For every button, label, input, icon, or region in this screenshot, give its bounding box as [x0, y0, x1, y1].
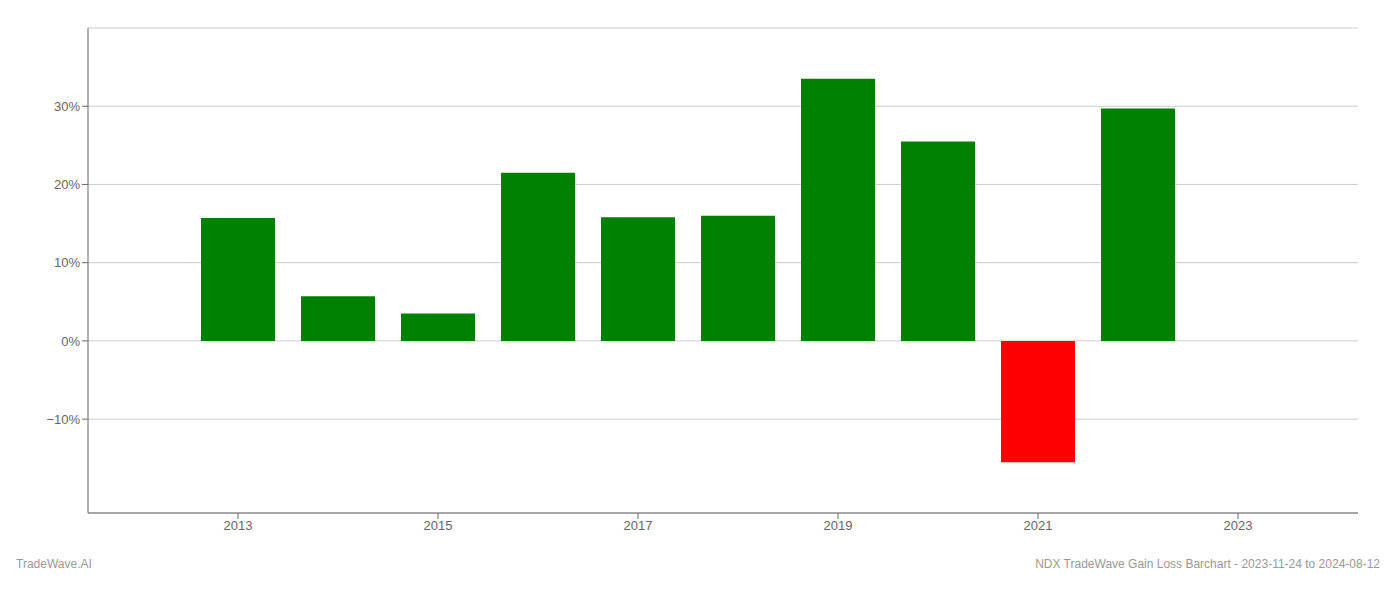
html-text:NDX TradeWave Gain Loss Barcha: NDX TradeWave Gain Loss Barchart - 2023-… — [1035, 557, 1380, 571]
svg-text:30%: 30% — [54, 99, 80, 114]
html-text:TradeWave.AI: TradeWave.AI — [16, 557, 92, 571]
svg-text:2013: 2013 — [224, 518, 253, 533]
svg-text:2017: 2017 — [624, 518, 653, 533]
svg-text:2019: 2019 — [824, 518, 853, 533]
svg-text:10%: 10% — [54, 255, 80, 270]
svg-text:−10%: −10% — [46, 412, 80, 427]
svg-text:0%: 0% — [61, 334, 80, 349]
svg-text:2021: 2021 — [1024, 518, 1053, 533]
svg-text:20%: 20% — [54, 177, 80, 192]
svg-text:2023: 2023 — [1224, 518, 1253, 533]
svg-text:2015: 2015 — [424, 518, 453, 533]
